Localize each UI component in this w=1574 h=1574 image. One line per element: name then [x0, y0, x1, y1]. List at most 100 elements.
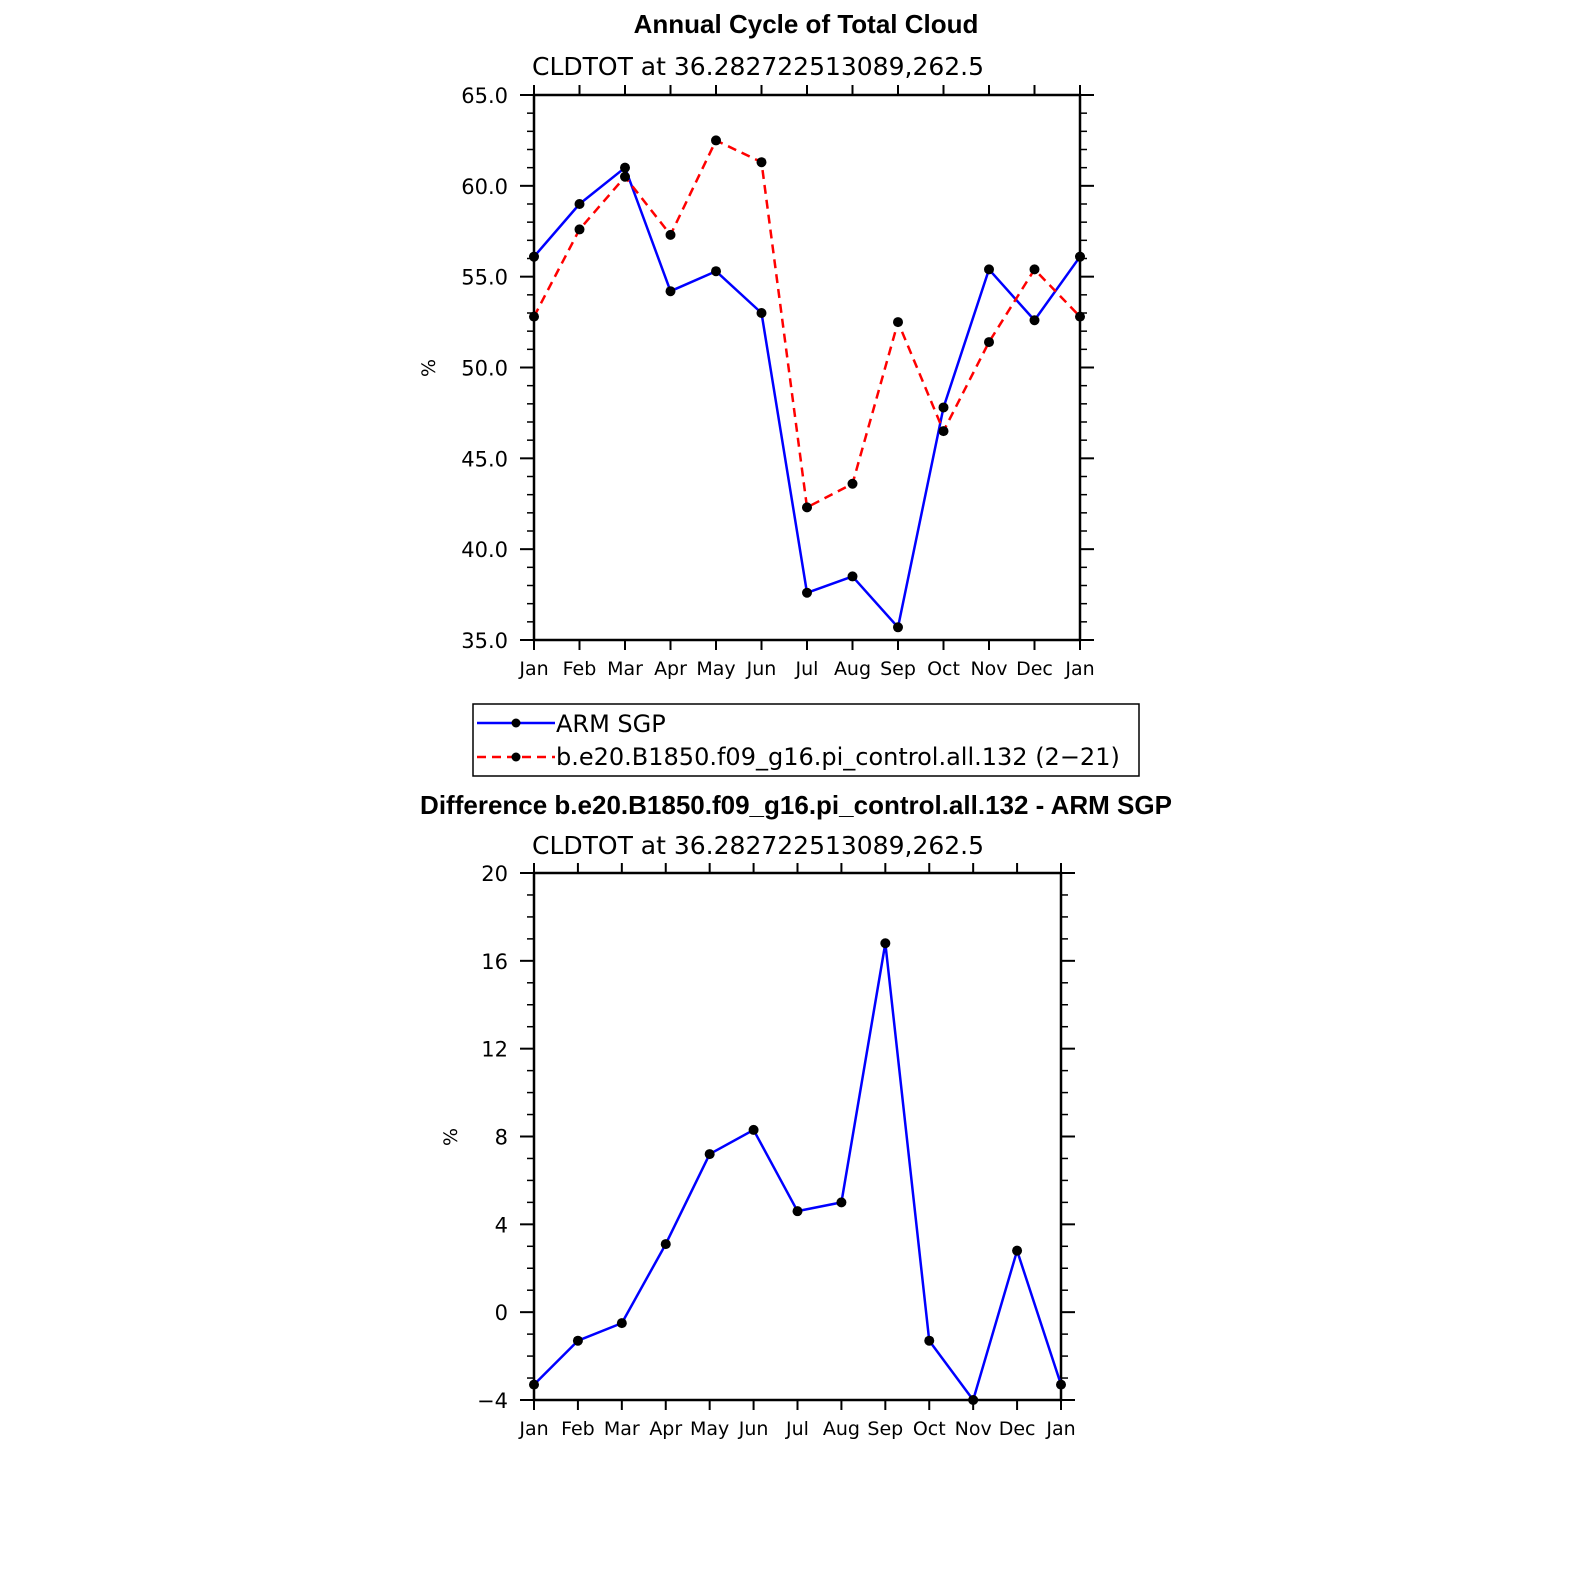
data-point [984, 337, 994, 348]
x-tick-label: Jan [518, 658, 548, 680]
x-tick-label: Jun [738, 1418, 769, 1440]
data-point [924, 1335, 935, 1346]
legend-marker-arm-sgp [511, 718, 521, 728]
data-point [756, 308, 767, 318]
x-tick-label: May [690, 1418, 729, 1440]
data-point [938, 402, 949, 413]
data-point [968, 1395, 979, 1405]
x-tick-label: Nov [970, 658, 1007, 680]
x-tick-label: Feb [563, 658, 597, 680]
series-layer [529, 135, 1085, 633]
x-tick-label: Aug [823, 1418, 860, 1440]
x-tick-label: Nov [955, 1418, 992, 1440]
x-tick-label: Jun [746, 658, 777, 680]
x-tick-label: Jul [795, 658, 819, 680]
x-tick-label: Aug [834, 658, 871, 680]
y-tick-label: 60.0 [461, 175, 508, 199]
data-point [620, 162, 630, 173]
y-tick-label: 0 [495, 1301, 508, 1325]
data-point [802, 502, 812, 513]
data-point [574, 224, 585, 235]
legend-label-model: b.e20.B1850.f09_g16.pi_control.all.132 (… [556, 743, 1120, 771]
data-point [1056, 1379, 1066, 1390]
y-tick-label: 12 [481, 1038, 508, 1062]
data-point [529, 1379, 539, 1390]
x-tick-label: Jan [1064, 658, 1094, 680]
plot-axes: Jan Feb Mar Apr May Jun Jul Aug Sep Oct Nov Dec Jan−… [477, 862, 1076, 1440]
chart-title: Difference b.e20.B1850.f09_g16.pi_contro… [420, 790, 1172, 820]
x-tick-label: Jan [1045, 1418, 1075, 1440]
x-tick-label: Mar [604, 1418, 640, 1440]
y-axis-label: % [440, 1128, 462, 1146]
data-point [529, 311, 539, 322]
data-point [1029, 315, 1040, 326]
data-point [938, 426, 949, 437]
x-tick-label: Jul [785, 1418, 809, 1440]
x-tick-label: Feb [561, 1418, 595, 1440]
data-point [574, 199, 585, 209]
y-tick-label: 35.0 [461, 629, 508, 653]
data-point [711, 135, 721, 146]
y-tick-label: 50.0 [461, 357, 508, 381]
data-point [1075, 311, 1085, 322]
y-tick-label: 8 [495, 1126, 508, 1150]
data-point [893, 317, 903, 328]
data-point [836, 1197, 847, 1208]
y-tick-label: 65.0 [461, 84, 508, 108]
plot-frame [532, 871, 1063, 1402]
x-tick-label: Mar [607, 658, 643, 680]
plot-axes: Jan Feb Mar Apr May Jun Jul Aug Sep Oct Nov Dec Jan 3… [461, 84, 1094, 680]
data-point [1075, 251, 1085, 262]
data-point [756, 157, 767, 168]
data-point [572, 1335, 583, 1346]
chart-title: Annual Cycle of Total Cloud [634, 9, 979, 39]
series-layer [529, 938, 1066, 1405]
y-tick-label: 16 [481, 950, 508, 974]
data-point [616, 1318, 627, 1329]
x-tick-label: Dec [1016, 658, 1053, 680]
legend-box [472, 703, 1140, 777]
legend-marker-model [511, 752, 521, 762]
data-point [792, 1206, 803, 1217]
data-point [665, 286, 676, 297]
y-tick-label: 40.0 [461, 538, 508, 562]
chart-subtitle: CLDTOT at 36.282722513089,262.5 [532, 831, 984, 860]
data-point [847, 478, 858, 489]
data-point [529, 251, 539, 262]
data-point [1029, 264, 1040, 275]
data-point [880, 938, 891, 949]
annual-cycle-chart: Annual Cycle of Total Cloud CLDTOT at 36… [418, 9, 1095, 680]
data-point [984, 264, 994, 275]
x-tick-label: May [696, 658, 735, 680]
series-line-1 [532, 139, 1081, 509]
legend: ARM SGP b.e20.B1850.f09_g16.pi_control.a… [472, 703, 1140, 777]
x-tick-label: Oct [927, 658, 960, 680]
x-tick-label: Sep [867, 1418, 903, 1440]
series-line-0 [533, 942, 1063, 1402]
y-tick-label: 4 [495, 1213, 508, 1237]
y-tick-label: 55.0 [461, 266, 508, 290]
y-tick-label: −4 [477, 1389, 508, 1413]
difference-chart: Difference b.e20.B1850.f09_g16.pi_contro… [420, 790, 1172, 1440]
x-tick-label: Jan [518, 1418, 548, 1440]
y-axis-label: % [418, 359, 440, 377]
y-tick-label: 20 [481, 862, 508, 886]
x-tick-label: Dec [999, 1418, 1036, 1440]
data-point [847, 571, 858, 582]
data-point [748, 1124, 759, 1135]
x-tick-label: Apr [654, 658, 687, 680]
data-point [893, 622, 903, 633]
data-point [660, 1239, 671, 1250]
plot-frame [532, 93, 1082, 642]
data-point [704, 1149, 715, 1160]
data-point [802, 587, 812, 598]
legend-label-arm-sgp: ARM SGP [556, 710, 666, 738]
x-tick-label: Oct [913, 1418, 946, 1440]
x-tick-label: Sep [880, 658, 916, 680]
data-point [711, 266, 721, 277]
data-point [665, 229, 676, 240]
x-tick-label: Apr [649, 1418, 682, 1440]
y-tick-label: 45.0 [461, 447, 508, 471]
data-point [620, 171, 630, 182]
